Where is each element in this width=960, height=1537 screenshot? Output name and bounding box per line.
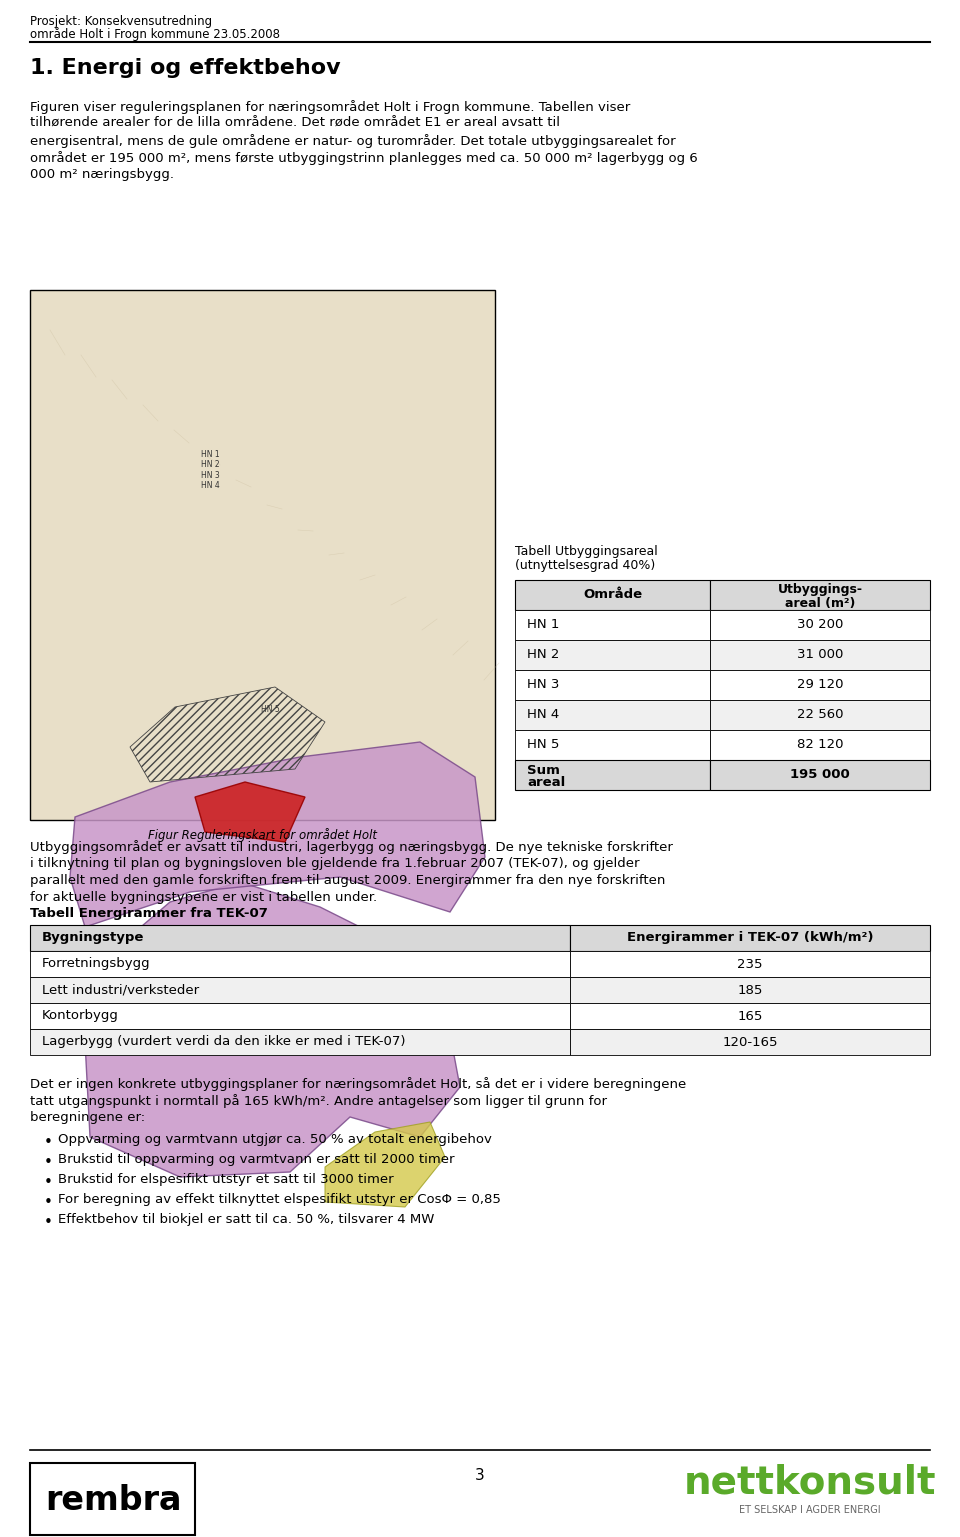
Text: 000 m² næringsbygg.: 000 m² næringsbygg. [30,168,174,181]
Bar [710,759,930,790]
Text: Lett industri/verksteder: Lett industri/verksteder [42,984,199,996]
Bar [710,639,930,670]
Text: (utnyttelsesgrad 40%): (utnyttelsesgrad 40%) [515,559,656,572]
Text: Det er ingen konkrete utbyggingsplaner for næringsområdet Holt, så det er i vide: Det er ingen konkrete utbyggingsplaner f… [30,1077,686,1091]
Text: Område: Område [583,589,642,601]
Polygon shape [70,742,485,927]
Text: Energirammer i TEK-07 (kWh/m²): Energirammer i TEK-07 (kWh/m²) [627,931,874,945]
Text: 1. Energi og effektbehov: 1. Energi og effektbehov [30,58,341,78]
Text: areal (m²): areal (m²) [785,596,855,610]
Text: tatt utgangspunkt i normtall på 165 kWh/m². Andre antagelser som ligger til grun: tatt utgangspunkt i normtall på 165 kWh/… [30,1094,607,1108]
Text: 185: 185 [737,984,762,996]
Bar [30,1028,570,1054]
Text: området er 195 000 m², mens første utbyggingstrinn planlegges med ca. 50 000 m² : området er 195 000 m², mens første utbyg… [30,151,698,164]
Bar [30,1463,195,1535]
Bar [515,670,710,699]
Text: Figur Reguleringskart for området Holt: Figur Reguleringskart for området Holt [148,828,377,842]
Text: tilhørende arealer for de lilla områdene. Det røde området E1 er areal avsatt ti: tilhørende arealer for de lilla områdene… [30,117,560,131]
Bar [570,1004,930,1028]
Text: For beregning av effekt tilknyttet elspesifikt utstyr er CosΦ = 0,85: For beregning av effekt tilknyttet elspe… [58,1193,501,1207]
Bar [570,925,930,951]
Text: Forretningsbygg: Forretningsbygg [42,958,151,970]
Bar [710,579,930,610]
Bar [30,925,570,951]
Text: HN 1: HN 1 [527,618,560,632]
Text: Brukstid til oppvarming og varmtvann er satt til 2000 timer: Brukstid til oppvarming og varmtvann er … [58,1153,454,1167]
Bar [30,290,495,821]
Text: Prosjekt: Konsekvensutredning: Prosjekt: Konsekvensutredning [30,15,212,28]
Text: 235: 235 [737,958,763,970]
Bar [570,951,930,978]
Text: •: • [44,1134,53,1150]
Text: ET SELSKAP I AGDER ENERGI: ET SELSKAP I AGDER ENERGI [739,1505,881,1515]
Bar [30,978,570,1004]
Text: 29 120: 29 120 [797,678,843,692]
Text: i tilknytning til plan og bygningsloven ble gjeldende fra 1.februar 2007 (TEK-07: i tilknytning til plan og bygningsloven … [30,858,639,870]
Text: 82 120: 82 120 [797,738,843,752]
Text: rembra: rembra [45,1483,181,1517]
Text: •: • [44,1154,53,1170]
Bar [570,978,930,1004]
Bar [710,730,930,759]
Polygon shape [195,782,305,842]
Polygon shape [85,882,460,1177]
Text: Kontorbygg: Kontorbygg [42,1010,119,1022]
Text: HN 5: HN 5 [527,738,560,752]
Text: Lagerbygg (vurdert verdi da den ikke er med i TEK-07): Lagerbygg (vurdert verdi da den ikke er … [42,1036,405,1048]
Bar [515,639,710,670]
Text: Oppvarming og varmtvann utgjør ca. 50 % av totalt energibehov: Oppvarming og varmtvann utgjør ca. 50 % … [58,1133,492,1147]
Text: Effektbehov til biokjel er satt til ca. 50 %, tilsvarer 4 MW: Effektbehov til biokjel er satt til ca. … [58,1213,434,1227]
Text: beregningene er:: beregningene er: [30,1111,145,1124]
Text: Tabell Utbyggingsareal: Tabell Utbyggingsareal [515,546,658,558]
Text: •: • [44,1174,53,1190]
Text: •: • [44,1216,53,1230]
Bar [30,1004,570,1028]
Text: Utbyggingsområdet er avsatt til industri, lagerbygg og næringsbygg. De nye tekni: Utbyggingsområdet er avsatt til industri… [30,841,673,855]
Bar [710,610,930,639]
Text: for aktuelle bygningstypene er vist i tabellen under.: for aktuelle bygningstypene er vist i ta… [30,891,377,904]
Polygon shape [325,1122,445,1207]
Text: 195 000: 195 000 [790,768,850,781]
Text: 165: 165 [737,1010,762,1022]
Bar [570,1028,930,1054]
Text: 30 200: 30 200 [797,618,843,632]
Bar [30,951,570,978]
Text: parallelt med den gamle forskriften frem til august 2009. Energirammer fra den n: parallelt med den gamle forskriften frem… [30,875,665,887]
Text: HN 1
HN 2
HN 3
HN 4: HN 1 HN 2 HN 3 HN 4 [201,450,220,490]
Text: HN 5: HN 5 [260,705,279,715]
Text: Brukstid for elspesifikt utstyr et satt til 3000 timer: Brukstid for elspesifikt utstyr et satt … [58,1173,394,1187]
Bar [515,610,710,639]
Text: Utbyggings-: Utbyggings- [778,584,862,596]
Bar [515,730,710,759]
Text: 120-165: 120-165 [722,1036,778,1048]
Text: energisentral, mens de gule områdene er natur- og turområder. Det totale utbyggi: energisentral, mens de gule områdene er … [30,134,676,148]
Text: Bygningstype: Bygningstype [42,931,144,945]
Text: 3: 3 [475,1468,485,1483]
Bar [515,699,710,730]
Bar [710,699,930,730]
Bar [710,670,930,699]
Bar [515,579,710,610]
Text: HN 4: HN 4 [527,709,560,721]
Bar [515,759,710,790]
Text: HN 3: HN 3 [527,678,560,692]
Text: 31 000: 31 000 [797,649,843,661]
Text: HN 2: HN 2 [527,649,560,661]
Text: område Holt i Frogn kommune 23.05.2008: område Holt i Frogn kommune 23.05.2008 [30,28,280,41]
Text: •: • [44,1194,53,1210]
Text: Tabell Energirammer fra TEK-07: Tabell Energirammer fra TEK-07 [30,907,268,921]
Text: Sum: Sum [527,764,560,776]
Text: areal: areal [527,776,565,790]
Text: nettkonsult: nettkonsult [684,1465,936,1502]
Text: Figuren viser reguleringsplanen for næringsområdet Holt i Frogn kommune. Tabelle: Figuren viser reguleringsplanen for næri… [30,100,631,114]
Text: 22 560: 22 560 [797,709,843,721]
